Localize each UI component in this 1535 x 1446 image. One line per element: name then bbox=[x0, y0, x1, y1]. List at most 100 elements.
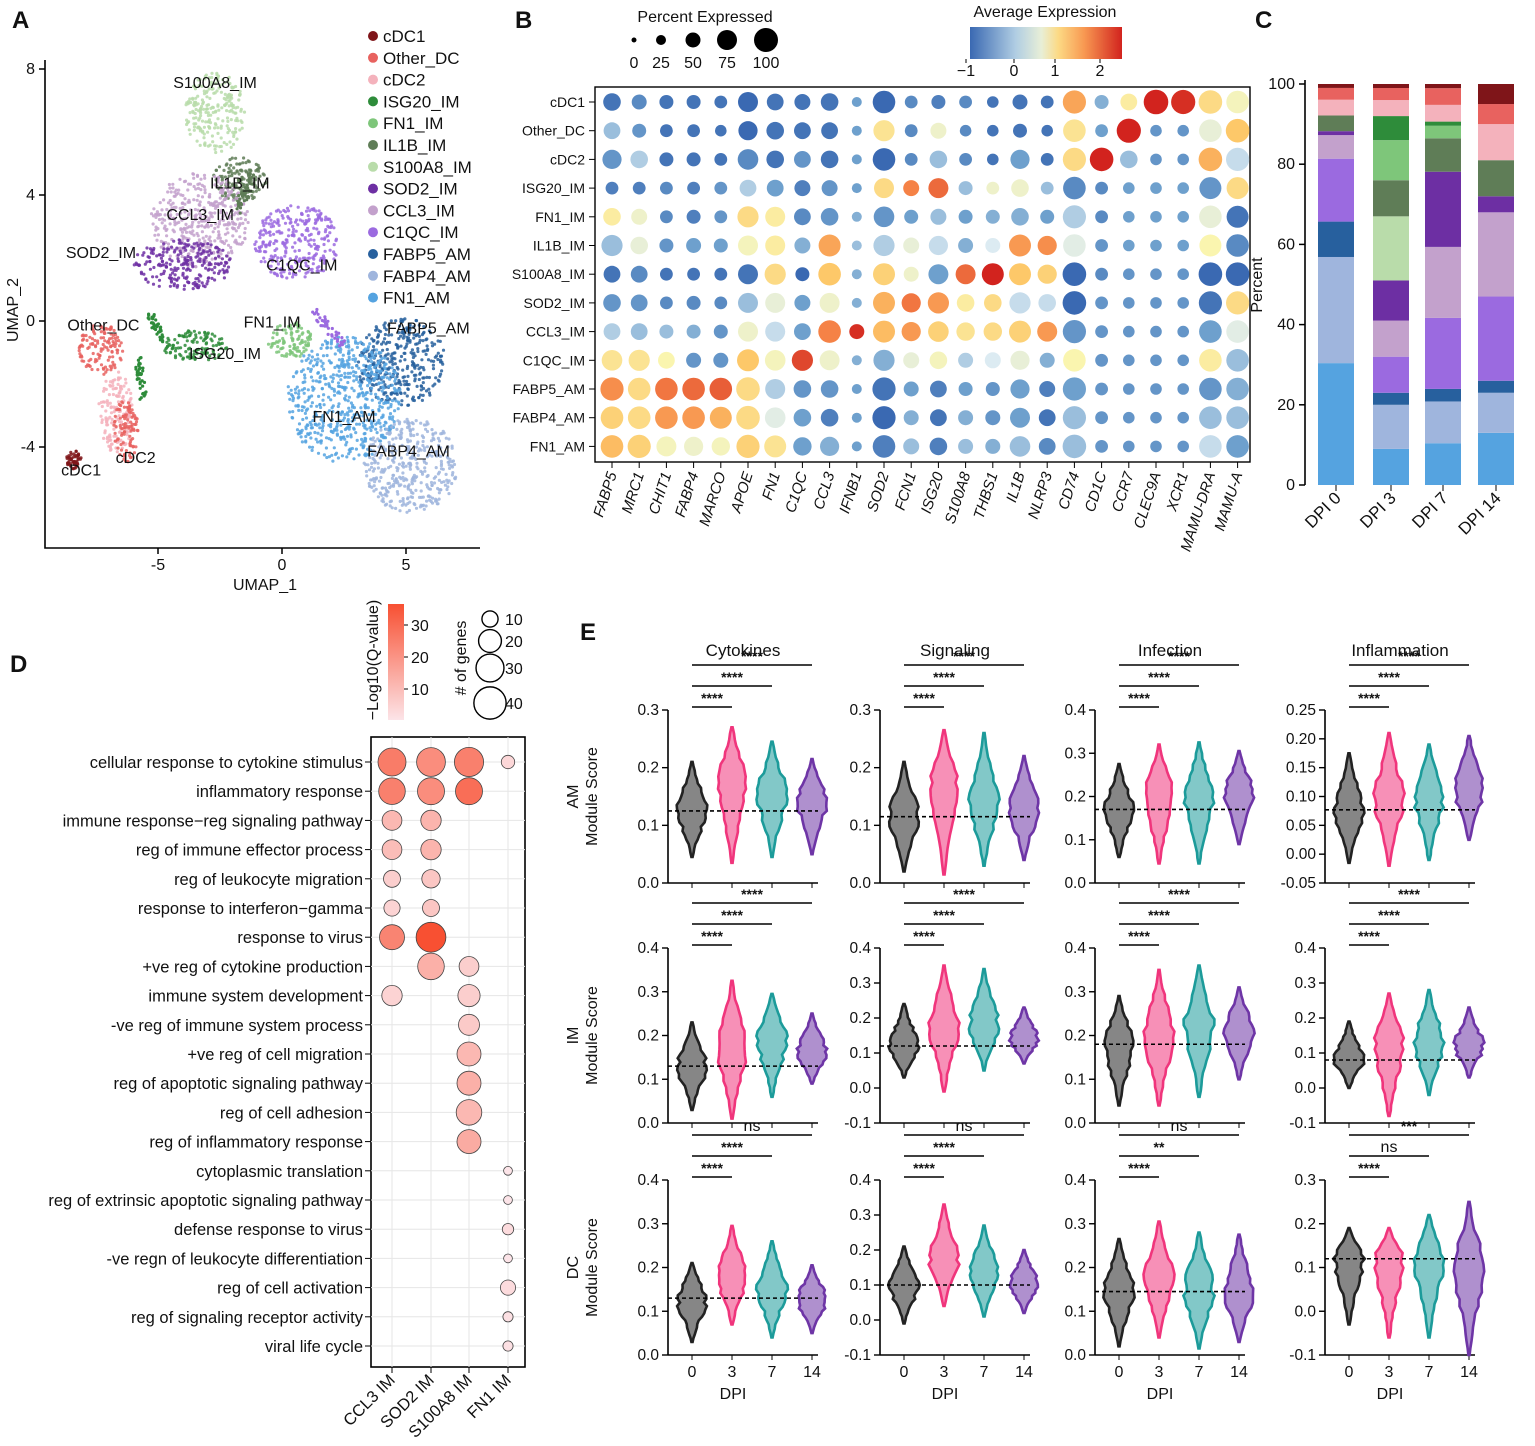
violin-xtick-label: 14 bbox=[803, 1364, 821, 1381]
umap-point bbox=[180, 263, 184, 267]
umap-point bbox=[76, 457, 80, 461]
dotplot-dot bbox=[764, 350, 786, 371]
umap-point bbox=[291, 375, 296, 379]
enrich-term-label: reg of apoptotic signaling pathway bbox=[114, 1075, 364, 1093]
umap-point bbox=[374, 328, 378, 332]
umap-point bbox=[137, 364, 141, 368]
stacked-category-label: DPI 0 bbox=[1301, 488, 1345, 532]
umap-point bbox=[177, 276, 181, 280]
umap-point bbox=[85, 338, 89, 342]
umap-point bbox=[444, 436, 448, 440]
umap-point bbox=[368, 364, 373, 368]
umap-point bbox=[200, 230, 204, 234]
umap-point bbox=[342, 362, 346, 366]
umap-point bbox=[220, 83, 224, 87]
violin-ylabel: Module Score bbox=[584, 747, 601, 846]
umap-point bbox=[316, 213, 320, 217]
umap-point bbox=[178, 177, 182, 181]
umap-point bbox=[361, 342, 366, 347]
umap-point bbox=[376, 495, 380, 499]
umap-point bbox=[383, 337, 387, 341]
umap-point bbox=[425, 348, 430, 352]
umap-point bbox=[172, 250, 176, 254]
dotplot-dot bbox=[766, 150, 784, 169]
violin-ytick-label: 0.4 bbox=[849, 1172, 871, 1189]
dotplot-dot bbox=[738, 292, 758, 313]
umap-point bbox=[286, 215, 290, 219]
dotplot-dot bbox=[601, 234, 623, 257]
umap-point bbox=[432, 476, 436, 480]
dotplot-dot bbox=[1062, 90, 1086, 114]
umap-point bbox=[450, 460, 454, 464]
umap-point bbox=[194, 333, 198, 337]
dotplot-dot bbox=[987, 124, 999, 137]
umap-point bbox=[421, 495, 425, 499]
umap-point bbox=[303, 400, 307, 404]
dotplot-dot bbox=[1062, 147, 1086, 171]
violin-shape-dpi-3 bbox=[1373, 1226, 1405, 1339]
umap-point bbox=[369, 356, 373, 360]
dotplot-dot bbox=[904, 124, 918, 138]
umap-point bbox=[446, 485, 450, 489]
umap-point bbox=[320, 343, 325, 347]
umap-point bbox=[205, 282, 209, 286]
umap-point bbox=[179, 346, 183, 350]
umap-point bbox=[292, 343, 296, 347]
umap-point bbox=[432, 481, 437, 485]
violin-ytick-label: 0.0 bbox=[849, 875, 871, 892]
umap-point bbox=[179, 251, 183, 255]
violin-sig-label: **** bbox=[1128, 1160, 1150, 1176]
violin-shape-dpi-3 bbox=[929, 728, 959, 876]
umap-point bbox=[448, 466, 452, 470]
dotplot-dot bbox=[820, 208, 839, 226]
umap-point bbox=[166, 201, 171, 205]
umap-point bbox=[93, 332, 97, 336]
umap-point bbox=[360, 369, 364, 373]
umap-point bbox=[200, 98, 204, 102]
umap-point bbox=[220, 194, 224, 198]
umap-point bbox=[371, 469, 375, 473]
stacked-ytick-label: 40 bbox=[1277, 317, 1295, 334]
umap-point bbox=[379, 428, 383, 432]
umap-point bbox=[425, 375, 429, 379]
umap-point bbox=[431, 384, 435, 388]
umap-point bbox=[312, 242, 317, 246]
umap-point bbox=[308, 361, 312, 365]
umap-point bbox=[196, 182, 200, 186]
umap-point bbox=[285, 238, 289, 242]
umap-point bbox=[218, 337, 222, 341]
violin-xtick-label: 3 bbox=[728, 1364, 737, 1381]
umap-point bbox=[324, 446, 328, 450]
umap-point bbox=[284, 251, 288, 255]
umap-point bbox=[310, 445, 315, 449]
violin-xlabel: DPI bbox=[1147, 1386, 1174, 1403]
dotplot-dot bbox=[766, 93, 784, 111]
dotplot-dot bbox=[1199, 177, 1222, 200]
umap-point bbox=[309, 369, 313, 373]
dotplot-dot bbox=[1062, 406, 1086, 430]
umap-point bbox=[421, 393, 425, 397]
umap-point bbox=[105, 419, 109, 424]
dotplot-dot bbox=[1095, 325, 1108, 338]
umap-point bbox=[343, 388, 347, 392]
violin-ytick-label: 0.05 bbox=[1286, 817, 1316, 834]
umap-point bbox=[227, 166, 231, 170]
umap-point bbox=[116, 335, 120, 339]
umap-point bbox=[191, 261, 195, 265]
umap-point bbox=[115, 450, 119, 454]
umap-point bbox=[79, 354, 83, 358]
dotplot-dot bbox=[981, 263, 1004, 286]
umap-point bbox=[327, 395, 331, 399]
umap-point bbox=[416, 467, 420, 471]
umap-point bbox=[421, 339, 425, 343]
umap-point bbox=[142, 380, 147, 384]
dotplot-row-label: CCL3_IM bbox=[526, 324, 585, 340]
umap-point bbox=[293, 241, 297, 245]
umap-point bbox=[386, 406, 390, 410]
dotplot-row-label: IL1B_IM bbox=[533, 238, 585, 254]
umap-point bbox=[187, 182, 191, 186]
dotplot-gene-label: C1QC bbox=[782, 470, 811, 515]
umap-point bbox=[122, 432, 126, 436]
umap-point bbox=[221, 119, 225, 123]
umap-point bbox=[353, 359, 357, 363]
